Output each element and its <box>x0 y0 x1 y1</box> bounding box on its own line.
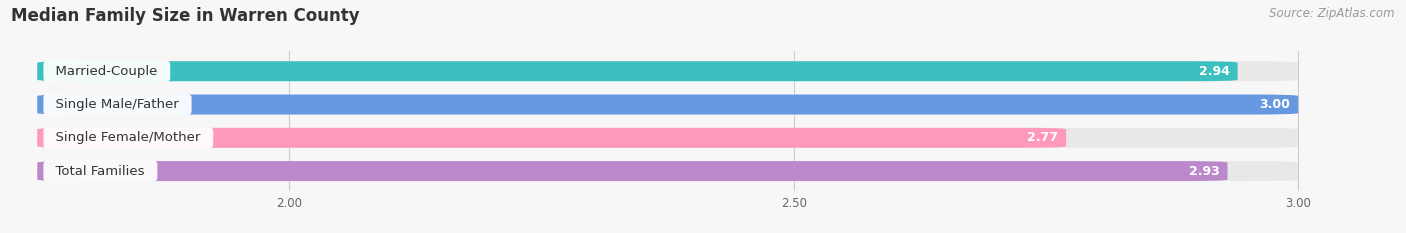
FancyBboxPatch shape <box>38 95 1298 114</box>
Text: Married-Couple: Married-Couple <box>48 65 166 78</box>
Text: 2.93: 2.93 <box>1188 164 1219 178</box>
Text: Single Male/Father: Single Male/Father <box>48 98 187 111</box>
FancyBboxPatch shape <box>38 128 1066 148</box>
Text: Single Female/Mother: Single Female/Mother <box>48 131 209 144</box>
FancyBboxPatch shape <box>38 128 1298 148</box>
FancyBboxPatch shape <box>38 161 1227 181</box>
Text: 2.94: 2.94 <box>1199 65 1229 78</box>
Text: Total Families: Total Families <box>48 164 153 178</box>
Text: 2.77: 2.77 <box>1026 131 1059 144</box>
FancyBboxPatch shape <box>38 61 1237 81</box>
Text: 3.00: 3.00 <box>1260 98 1291 111</box>
FancyBboxPatch shape <box>38 61 1298 81</box>
FancyBboxPatch shape <box>38 95 1298 114</box>
FancyBboxPatch shape <box>38 161 1298 181</box>
Text: Source: ZipAtlas.com: Source: ZipAtlas.com <box>1270 7 1395 20</box>
Text: Median Family Size in Warren County: Median Family Size in Warren County <box>11 7 360 25</box>
